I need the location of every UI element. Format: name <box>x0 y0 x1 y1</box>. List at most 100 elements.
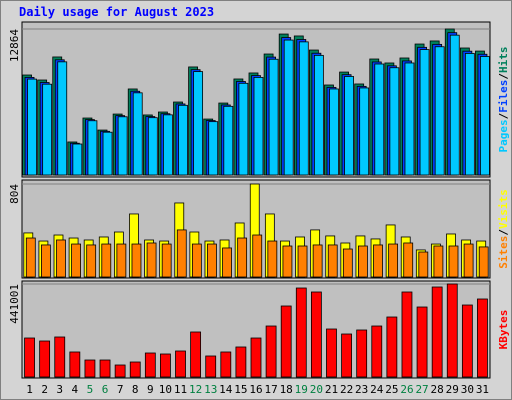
x-tick-label: 20 <box>310 383 323 396</box>
x-tick-label: 25 <box>385 383 398 396</box>
y-tick-label: 12864 <box>8 29 21 62</box>
chart-title: Daily usage for August 2023 <box>19 5 214 19</box>
bar <box>205 355 217 378</box>
bar <box>99 359 111 378</box>
bar <box>56 239 66 278</box>
y-tick-label: 441001 <box>8 284 21 324</box>
bar <box>87 120 98 176</box>
legend-entry: Pages <box>497 119 510 152</box>
legend: Sites/Visits <box>497 189 510 269</box>
bar <box>356 329 368 378</box>
bar <box>144 352 156 378</box>
bar <box>388 243 399 278</box>
x-tick-label: 21 <box>325 383 338 396</box>
bar <box>71 243 81 278</box>
bar <box>146 242 157 278</box>
bar <box>295 287 307 378</box>
bar <box>160 353 171 378</box>
x-tick-label: 14 <box>219 383 233 396</box>
legend-separator: / <box>497 229 510 236</box>
bar <box>464 53 475 176</box>
bar <box>371 325 383 378</box>
bar <box>401 291 413 378</box>
bar <box>449 34 460 176</box>
x-tick-label: 11 <box>174 383 187 396</box>
bar <box>313 54 324 176</box>
bar <box>163 114 173 176</box>
x-tick-label: 26 <box>400 383 413 396</box>
bar <box>404 62 415 176</box>
bar <box>448 245 459 278</box>
bar <box>250 337 262 378</box>
bar <box>175 350 186 378</box>
legend: KBytes <box>497 310 510 350</box>
bar <box>312 244 323 278</box>
bar <box>101 243 112 278</box>
bar <box>25 237 36 278</box>
bar <box>358 245 368 278</box>
x-tick-label: 4 <box>72 383 79 396</box>
bar <box>27 78 37 176</box>
bar <box>373 244 383 278</box>
bar <box>431 286 443 378</box>
bar <box>416 306 428 378</box>
bar <box>131 243 142 278</box>
bar <box>223 105 234 176</box>
bar <box>178 104 188 176</box>
legend-entry: Visits <box>497 189 510 229</box>
x-tick-label: 15 <box>234 383 247 396</box>
x-tick-label: 17 <box>264 383 277 396</box>
bar <box>176 229 187 278</box>
bar <box>147 117 158 176</box>
bar <box>310 291 322 378</box>
bar <box>207 243 217 278</box>
bar <box>461 304 473 378</box>
bar <box>40 244 51 278</box>
bar <box>341 333 352 378</box>
legend-entry: Sites <box>497 236 510 269</box>
x-tick-label: 7 <box>117 383 124 396</box>
bar <box>129 361 141 378</box>
x-tick-label: 12 <box>189 383 202 396</box>
x-tick-label: 18 <box>280 383 293 396</box>
bar <box>403 242 414 278</box>
bar <box>57 61 68 176</box>
bar <box>477 298 488 378</box>
bar <box>253 76 264 176</box>
bar <box>84 359 96 378</box>
bar <box>480 56 490 176</box>
legend: Pages/Files/Hits <box>497 47 510 153</box>
x-tick-label: 22 <box>340 383 353 396</box>
bar <box>386 316 398 378</box>
bar <box>344 76 354 176</box>
bar <box>268 58 279 176</box>
bar <box>42 83 53 176</box>
x-tick-label: 6 <box>102 383 109 396</box>
bar <box>114 364 126 378</box>
x-tick-label: 16 <box>249 383 262 396</box>
legend-separator: / <box>497 73 510 80</box>
bar <box>418 251 429 278</box>
bar <box>463 243 474 278</box>
bar <box>117 116 128 176</box>
bar <box>86 244 97 278</box>
bar <box>116 243 127 278</box>
x-tick-label: 31 <box>476 383 489 396</box>
bar <box>54 336 66 378</box>
bar <box>389 67 400 176</box>
bar <box>329 88 339 176</box>
bar <box>433 245 444 278</box>
bar <box>191 243 202 278</box>
y-tick-label: 804 <box>8 184 21 204</box>
x-tick-label: 28 <box>431 383 444 396</box>
bar <box>222 247 232 278</box>
bar <box>434 46 445 176</box>
legend-entry: KBytes <box>497 310 510 350</box>
legend-separator: / <box>497 112 510 119</box>
bar <box>190 331 202 378</box>
bar <box>24 337 35 378</box>
bar <box>282 245 293 278</box>
bar <box>374 63 385 176</box>
bar <box>132 92 143 176</box>
